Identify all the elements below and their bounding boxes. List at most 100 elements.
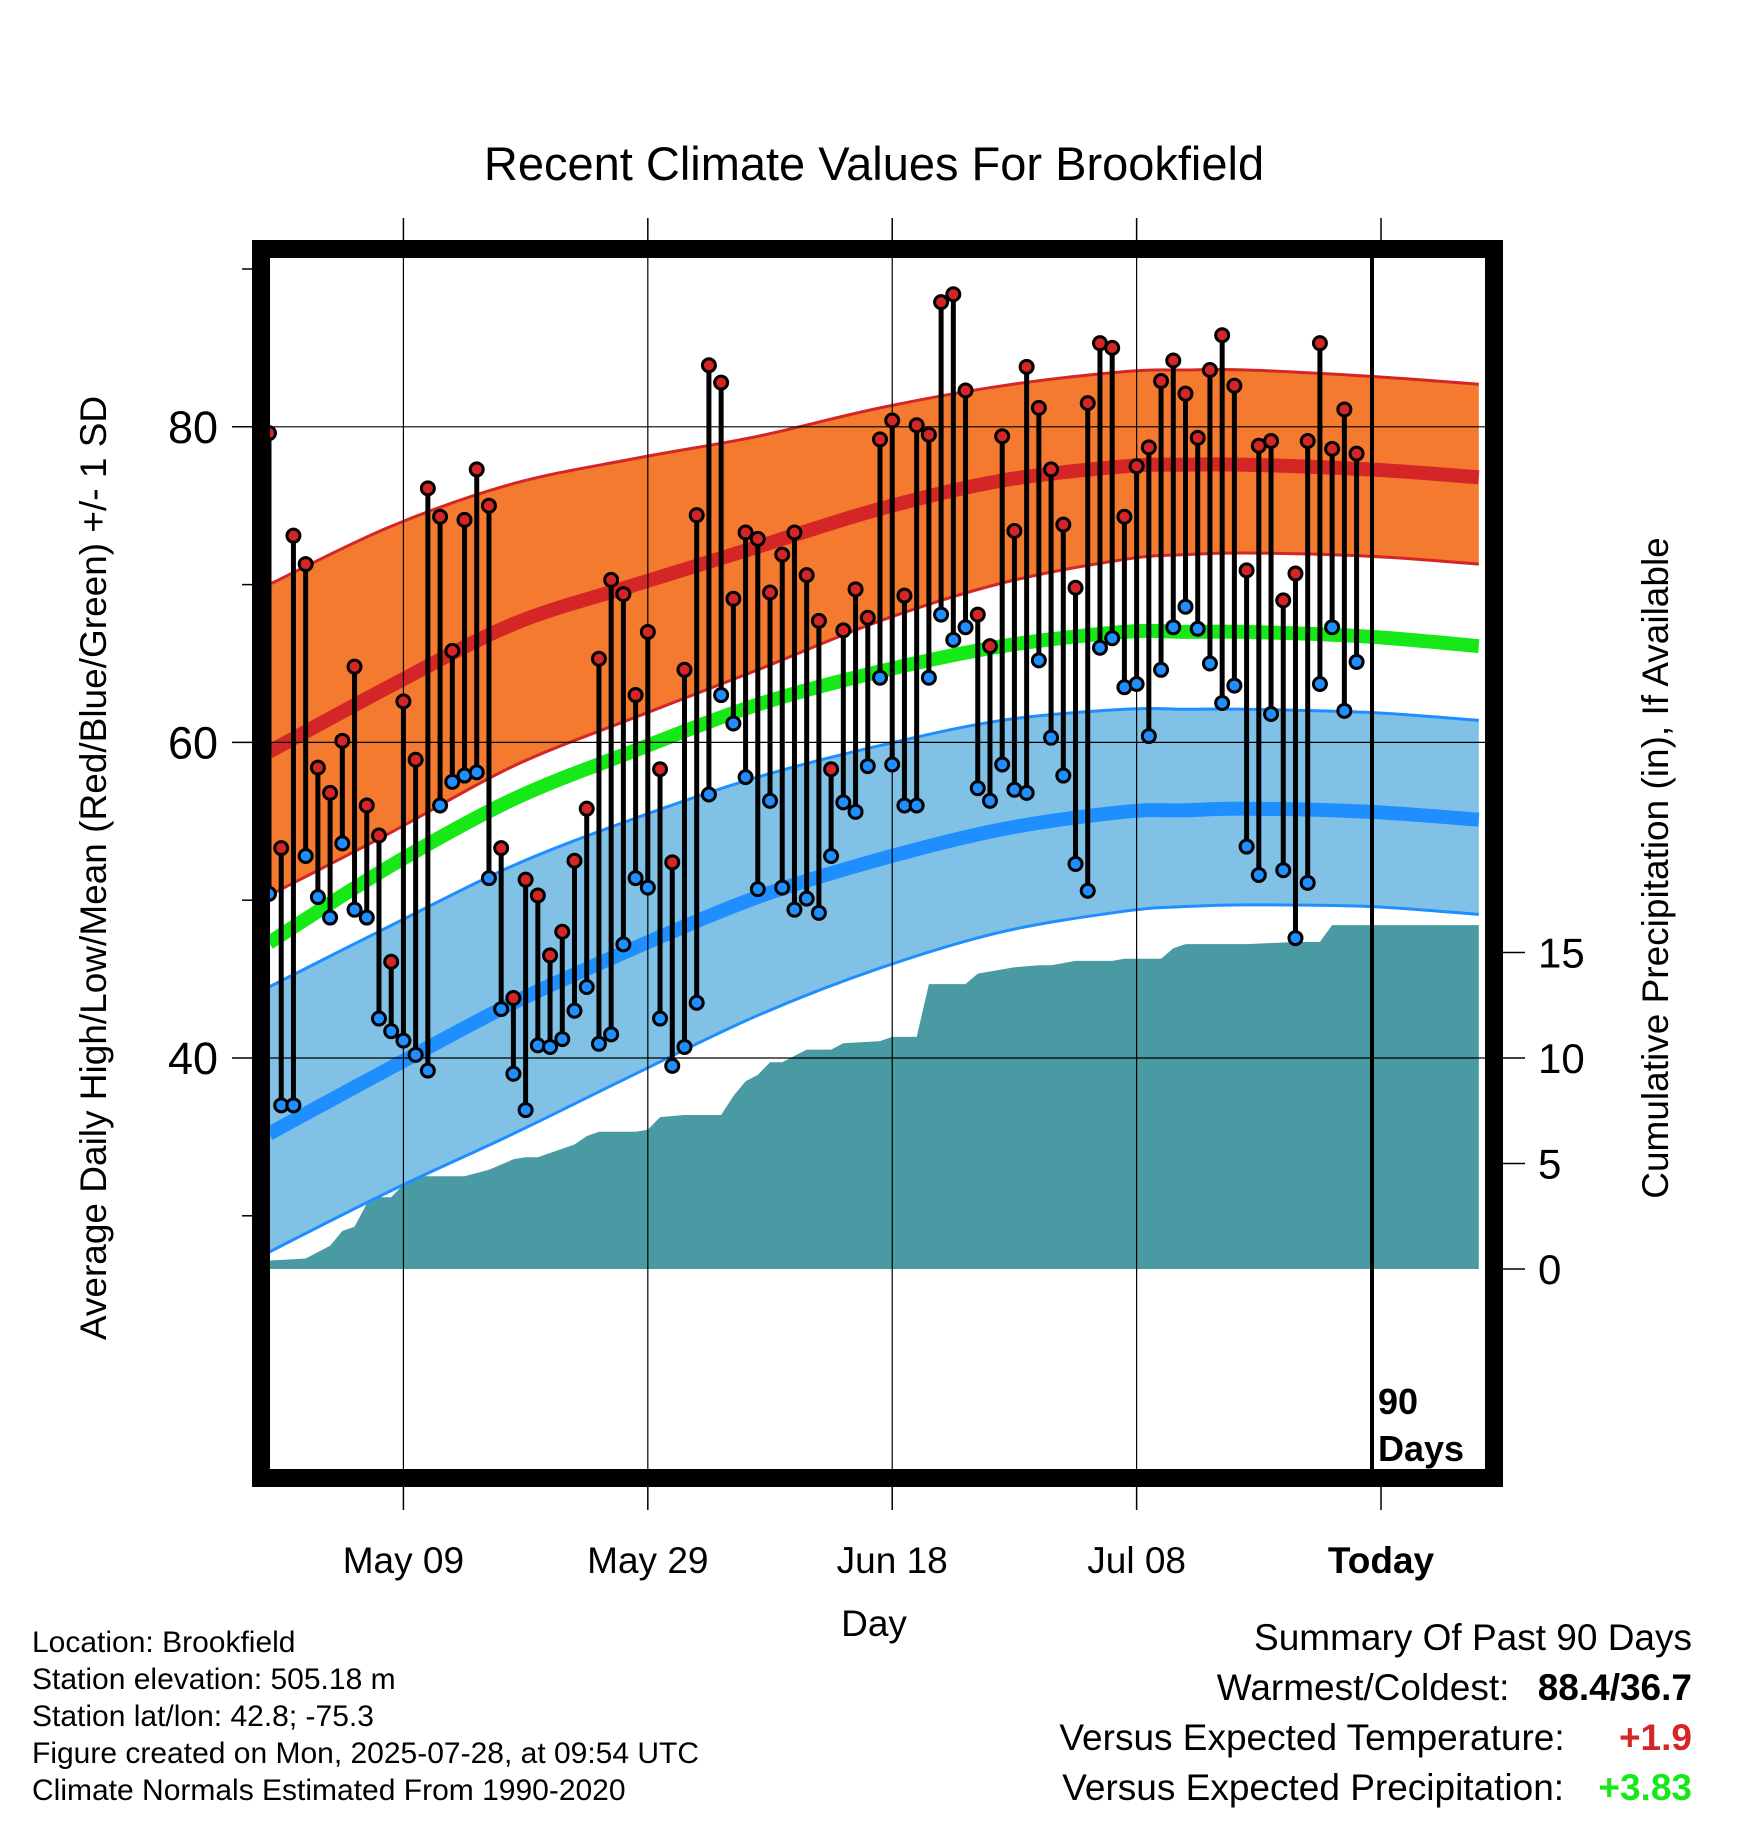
daily-high-point: [297, 556, 314, 573]
y2-tick-label: 5: [1538, 1141, 1561, 1188]
daily-high-point: [884, 412, 901, 429]
daily-high-point: [627, 687, 644, 704]
daily-low-point: [1250, 866, 1267, 883]
daily-bar: [1189, 429, 1206, 637]
daily-high-point: [590, 650, 607, 667]
daily-bar: [664, 854, 681, 1074]
daily-high-point: [1275, 592, 1292, 609]
daily-low-point: [468, 764, 485, 781]
daily-low-point: [1153, 661, 1170, 678]
summary-heading: Summary Of Past 90 Days: [1254, 1617, 1692, 1658]
daily-low-point: [322, 909, 339, 926]
daily-bar: [1067, 579, 1084, 872]
daily-low-point: [297, 848, 314, 865]
daily-low-point: [725, 715, 742, 732]
daily-low-point: [1263, 705, 1280, 722]
x-tick-label: Jul 08: [1087, 1540, 1186, 1581]
today-marker-label: 90 Days: [1378, 1381, 1464, 1469]
daily-high-point: [823, 761, 840, 778]
daily-high-point: [444, 642, 461, 659]
daily-low-point: [1201, 655, 1218, 672]
daily-high-point: [456, 511, 473, 528]
daily-high-point: [713, 374, 730, 391]
daily-high-point: [1201, 361, 1218, 378]
daily-low-point: [1165, 619, 1182, 636]
daily-bar: [713, 374, 730, 704]
daily-bar: [969, 606, 986, 797]
daily-low-point: [309, 889, 326, 906]
daily-bar: [847, 581, 864, 820]
daily-bar: [1128, 458, 1145, 693]
location-text: Location: Brookfield: [32, 1626, 296, 1659]
daily-bar: [1006, 522, 1023, 798]
daily-bar: [933, 294, 950, 623]
daily-low-point: [1348, 653, 1365, 670]
daily-low-point: [1018, 784, 1035, 801]
daily-bar: [1116, 508, 1133, 696]
high-normal-band: [269, 369, 1479, 896]
daily-high-point: [933, 294, 950, 311]
daily-low-point: [1226, 677, 1243, 694]
daily-high-point: [652, 761, 669, 778]
daily-bar: [493, 840, 510, 1018]
daily-bar: [407, 751, 424, 1063]
daily-low-point: [774, 879, 791, 896]
precip-label: Versus Expected Precipitation:: [1062, 1767, 1565, 1808]
daily-high-point: [908, 417, 925, 434]
daily-high-point: [358, 797, 375, 814]
daily-low-point: [994, 756, 1011, 773]
daily-bar: [749, 530, 766, 898]
daily-low-point: [578, 978, 595, 995]
daily-high-point: [419, 480, 436, 497]
daily-bar: [981, 638, 998, 809]
daily-high-point: [517, 871, 534, 888]
daily-bar: [835, 622, 852, 811]
daily-low-point: [1067, 855, 1084, 872]
daily-high-point: [700, 357, 717, 374]
daily-high-point: [542, 947, 559, 964]
y-axis-label: Average Daily High/Low/Mean (Red/Blue/Gr…: [73, 396, 114, 1340]
daily-bar: [1226, 377, 1243, 694]
daily-high-point: [468, 461, 485, 478]
daily-bar: [859, 609, 876, 775]
daily-low-point: [370, 1010, 387, 1027]
daily-bar: [1140, 439, 1157, 745]
daily-bar: [1018, 358, 1035, 801]
daily-high-point: [285, 527, 302, 544]
daily-bar: [823, 761, 840, 865]
daily-bar: [957, 382, 974, 636]
daily-low-point: [1104, 630, 1121, 647]
plot-area: 90 Days: [252, 240, 1503, 1487]
y-tick-label: 60: [168, 717, 218, 768]
high-band-lower-edge: [268, 551, 1479, 897]
daily-bar: [737, 524, 754, 786]
daily-bar: [395, 693, 412, 1049]
daily-high-point: [798, 567, 815, 584]
daily-bar: [615, 586, 632, 953]
daily-high-point: [1116, 508, 1133, 525]
daily-low-point: [786, 901, 803, 918]
daily-bar: [676, 661, 693, 1055]
daily-bar: [309, 759, 326, 906]
daily-low-point: [1238, 838, 1255, 855]
axes-layer: May 09 May 29 Jun 18 Jul 08 Today 40 60 80 0 5 10 1…: [168, 218, 1585, 1581]
daily-bar: [1043, 461, 1060, 746]
x-tick-label: Today: [1328, 1540, 1435, 1581]
created-text: Figure created on Mon, 2025-07-28, at 09…: [32, 1737, 700, 1770]
x-axis-label: Day: [841, 1603, 907, 1644]
x-tick-label: May 09: [343, 1540, 464, 1581]
daily-high-point: [810, 612, 827, 629]
daily-bar: [774, 546, 791, 896]
daily-bar: [639, 623, 656, 896]
daily-high-point: [493, 840, 510, 857]
daily-high-point: [786, 524, 803, 541]
daily-high-point: [383, 953, 400, 970]
daily-low-point: [1177, 598, 1194, 615]
daily-high-point: [1006, 522, 1023, 539]
daily-bar: [1287, 565, 1304, 947]
summary-temp: Versus Expected Temperature: +1.9: [1059, 1717, 1692, 1759]
daily-low-point: [432, 797, 449, 814]
daily-bar: [1348, 445, 1365, 670]
daily-bar: [920, 426, 937, 686]
high-band-upper-edge: [268, 367, 1479, 586]
